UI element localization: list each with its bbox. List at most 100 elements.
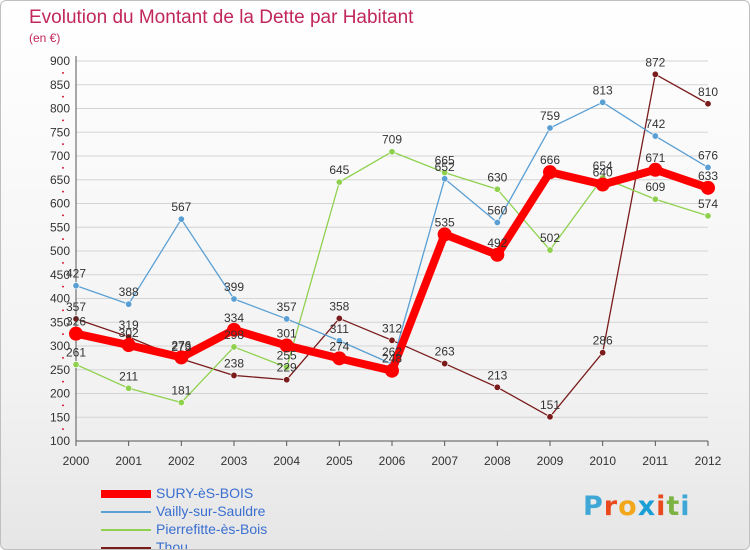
legend-label: Vailly-sur-Sauldre xyxy=(156,503,266,519)
y-tick-label: 600 xyxy=(50,197,70,211)
grid-lines xyxy=(76,60,708,442)
x-tick-label: 2001 xyxy=(115,454,142,468)
legend-swatch xyxy=(101,511,151,513)
data-point xyxy=(125,384,133,392)
data-label: 358 xyxy=(329,299,349,313)
data-point xyxy=(490,247,505,262)
data-label: 666 xyxy=(540,153,560,167)
data-label: 665 xyxy=(435,154,455,168)
data-point xyxy=(335,178,343,186)
data-label: 388 xyxy=(119,285,139,299)
data-point xyxy=(335,337,343,345)
data-point xyxy=(595,177,610,192)
proxiti-logo: Proxiti xyxy=(583,491,691,522)
data-label: 535 xyxy=(435,215,455,229)
x-tick-label: 2006 xyxy=(379,454,406,468)
data-point xyxy=(648,162,663,177)
data-point xyxy=(437,227,452,242)
y-tick-label: 200 xyxy=(50,387,70,401)
y-tick-label: 100 xyxy=(50,434,70,448)
logo-letter: P xyxy=(583,491,604,522)
y-tick-label: 400 xyxy=(50,292,70,306)
data-point xyxy=(704,212,712,220)
data-label: 311 xyxy=(330,322,349,336)
x-tick-label: 2003 xyxy=(221,454,248,468)
y-tick-label: 350 xyxy=(50,315,70,329)
data-point xyxy=(546,124,554,132)
data-label: 211 xyxy=(119,369,138,383)
data-point xyxy=(177,399,185,407)
y-tick-label: 800 xyxy=(50,102,70,116)
data-point xyxy=(283,376,291,384)
data-label: 492 xyxy=(487,236,507,250)
data-label: 213 xyxy=(487,368,507,382)
x-tick-label: 2000 xyxy=(63,454,90,468)
x-tick-label: 2011 xyxy=(642,454,668,468)
data-point xyxy=(493,185,501,193)
data-label: 334 xyxy=(224,311,244,325)
data-point xyxy=(227,322,241,337)
data-label: 633 xyxy=(698,169,718,183)
data-label: 502 xyxy=(540,231,560,245)
data-point xyxy=(651,132,659,140)
data-point xyxy=(441,360,449,368)
data-point xyxy=(388,148,396,156)
y-tick-label: 900 xyxy=(50,54,70,68)
data-point xyxy=(72,361,80,369)
data-label: 676 xyxy=(698,148,718,162)
logo-letter: t xyxy=(666,491,681,522)
data-label: 262 xyxy=(382,345,402,359)
data-label: 574 xyxy=(698,197,718,211)
y-tick-label: 150 xyxy=(50,410,70,424)
data-label: 229 xyxy=(277,361,297,375)
data-label: 399 xyxy=(224,280,244,294)
data-label: 357 xyxy=(277,300,297,314)
data-point xyxy=(283,363,291,371)
data-label: 872 xyxy=(645,55,665,69)
data-label: 248 xyxy=(382,352,402,366)
data-label: 813 xyxy=(593,83,613,97)
x-tick-label: 2008 xyxy=(484,454,511,468)
y-tick-label: 450 xyxy=(50,268,70,282)
data-label: 640 xyxy=(593,166,613,180)
data-point xyxy=(72,282,80,290)
data-label: 326 xyxy=(66,315,86,329)
axes: 100 150 200 250 300 350 400 450 500 550 600 650 700 7… xyxy=(50,54,722,468)
data-label: 759 xyxy=(540,109,560,123)
data-label: 654 xyxy=(593,159,613,173)
data-label: 238 xyxy=(224,356,244,370)
data-label: 609 xyxy=(645,180,665,194)
data-point xyxy=(651,70,659,78)
data-label: 312 xyxy=(382,321,402,335)
data-label: 302 xyxy=(119,326,139,340)
data-point xyxy=(230,343,238,351)
data-point xyxy=(599,349,607,357)
chart-title: Evolution du Montant de la Dette par Hab… xyxy=(29,7,414,28)
y-tick-label: 850 xyxy=(50,78,70,92)
data-point xyxy=(279,338,294,353)
x-tick-label: 2007 xyxy=(431,454,458,468)
data-labels: 326 302 276 334 301 274 248 535 492 666 640 671 633 4… xyxy=(66,55,718,411)
legend-swatch xyxy=(101,490,151,498)
x-tick-label: 2002 xyxy=(168,454,195,468)
legend-label: SURY-èS-BOIS xyxy=(156,485,254,501)
data-point xyxy=(125,300,133,308)
data-point xyxy=(332,351,347,366)
data-point xyxy=(546,246,554,254)
data-point xyxy=(230,371,238,379)
legend-swatch xyxy=(101,547,151,549)
y-tick-label: 300 xyxy=(50,339,70,353)
data-point xyxy=(174,350,189,365)
y-tick-label: 250 xyxy=(50,363,70,377)
logo-letter: r xyxy=(603,491,619,522)
logo-letter: x xyxy=(637,491,657,522)
data-label: 273 xyxy=(171,340,191,354)
y-tick-label: 700 xyxy=(50,149,70,163)
data-label: 645 xyxy=(329,163,349,177)
y-tick-label: 550 xyxy=(50,220,70,234)
data-point xyxy=(704,163,712,171)
legend-label: Pierrefitte-ès-Bois xyxy=(156,521,268,537)
data-point xyxy=(385,363,399,378)
